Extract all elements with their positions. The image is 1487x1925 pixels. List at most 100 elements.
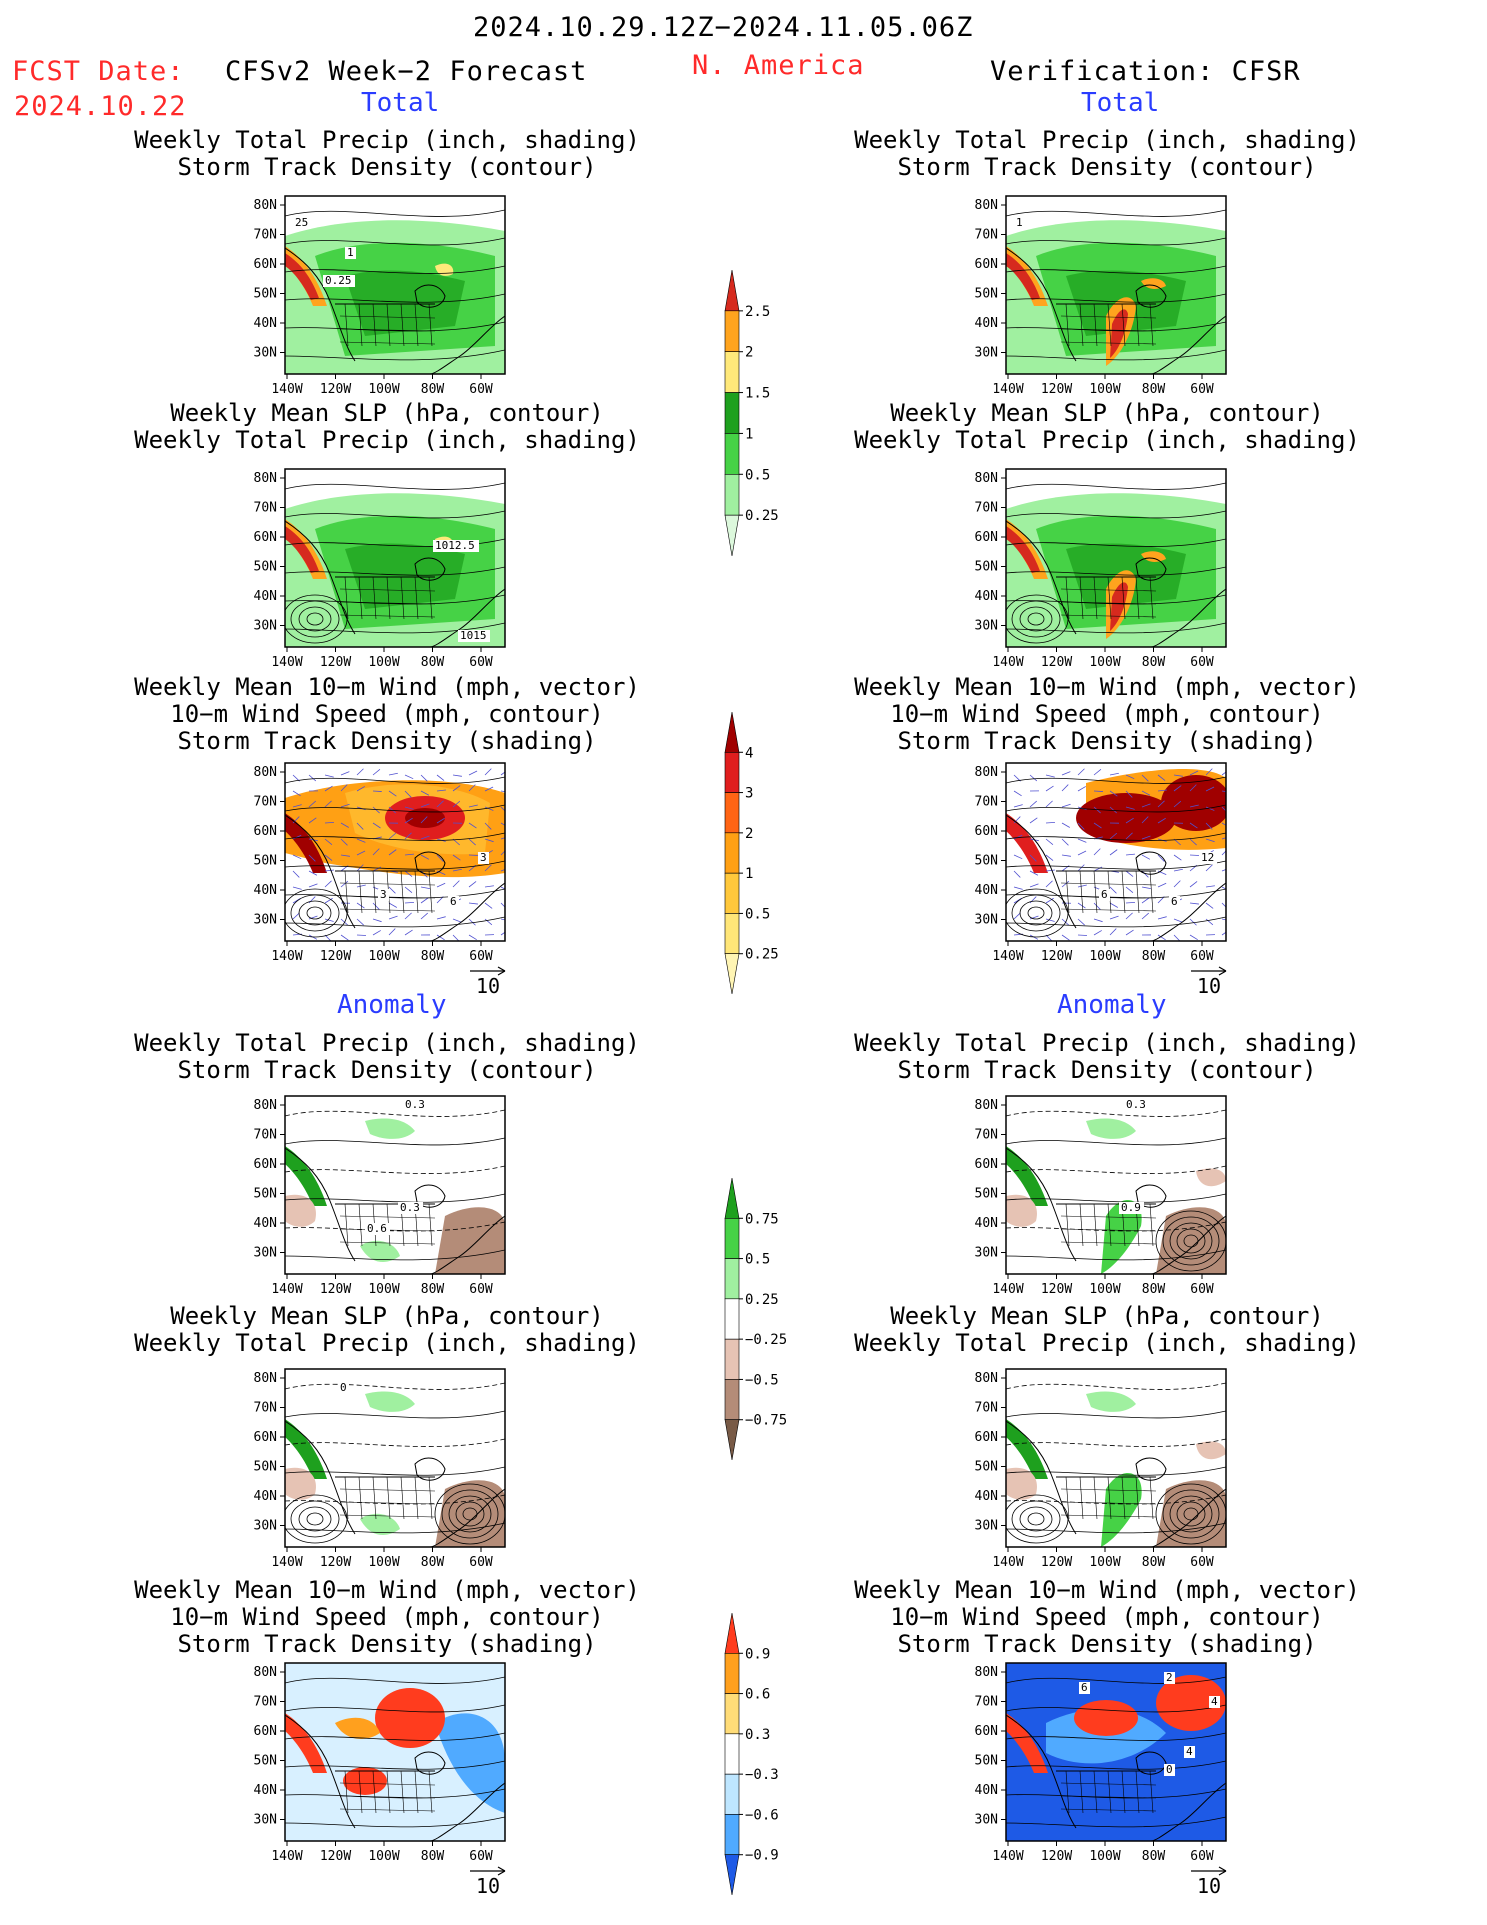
- contour-line: [285, 860, 505, 870]
- colorbar-segment: [724, 1217, 740, 1259]
- lon-tick-label: 100W: [1089, 1849, 1120, 1864]
- map-frame: [1005, 1368, 1227, 1548]
- lon-tick-label: 60W: [469, 1555, 493, 1570]
- lat-tick-label: 60N: [975, 1724, 998, 1739]
- hudson-bay: [1135, 851, 1167, 875]
- wind-vector: [1173, 800, 1182, 808]
- contour-line: [1006, 1466, 1226, 1476]
- precip-anom-negative: [1156, 1207, 1226, 1274]
- contour-line: [1006, 349, 1226, 361]
- contour-line: [285, 1732, 505, 1741]
- wind-vector: [420, 816, 428, 824]
- storm-anom-positive: [1006, 1713, 1048, 1773]
- reference-vector-label: 10: [1197, 974, 1221, 998]
- pressure-contour: [306, 906, 324, 920]
- wind-vector: [292, 854, 302, 860]
- hudson-bay: [1135, 1751, 1167, 1775]
- wind-vector: [1125, 901, 1136, 904]
- wind-vector: [340, 803, 350, 808]
- lon-tick-label: 80W: [421, 655, 445, 670]
- wind-vector: [372, 790, 383, 792]
- contour-line: [285, 1410, 505, 1419]
- contour-label-bg: [458, 630, 490, 642]
- wind-vector: [1221, 850, 1226, 856]
- contour-line: [1006, 1732, 1226, 1741]
- wind-vector: [484, 918, 493, 926]
- state-border: [339, 341, 436, 345]
- map-panel-slp-obs: 80N 70N 60N 50N 40N 30N 140W 120W 100W 80W 60W: [975, 468, 1227, 670]
- pressure-contour: [298, 1506, 332, 1532]
- wind-vector: [1189, 934, 1198, 941]
- precip-anom-negative: [435, 1207, 505, 1274]
- title-precip-storm-total-obs: Weekly Total Precip (inch, shading) Storm…: [854, 126, 1360, 181]
- contour-label: 0.3: [400, 1201, 420, 1214]
- contour-label: 4: [1186, 1745, 1193, 1758]
- wind-vector: [500, 918, 505, 921]
- wind-vector: [420, 790, 430, 796]
- colorbar-segment: [724, 913, 740, 955]
- wind-vector: [372, 902, 380, 910]
- lon-tick-label: 140W: [271, 1555, 302, 1570]
- precip-shading: [345, 543, 465, 609]
- wind-vector: [1157, 800, 1165, 808]
- lat-tick-label: 50N: [254, 287, 277, 302]
- wind-vector: [484, 822, 492, 830]
- wind-vector: [1205, 885, 1215, 888]
- lon-tick-label: 80W: [421, 1849, 445, 1864]
- colorbar-label: 1: [745, 866, 753, 882]
- wind-vector: [1077, 902, 1086, 909]
- contour-line: [1006, 237, 1226, 246]
- wind-vector: [1109, 902, 1119, 908]
- state-border: [1093, 576, 1098, 620]
- pressure-contour: [1019, 1506, 1053, 1532]
- contour-line: [285, 1249, 505, 1261]
- contour-line: [285, 510, 505, 519]
- lon-tick-label: 140W: [992, 1282, 1023, 1297]
- map-frame: [284, 1095, 506, 1275]
- precip-anom-positive: [365, 1118, 415, 1139]
- coastline: [285, 520, 356, 635]
- contour-line: [285, 594, 505, 605]
- contour-line: [285, 1760, 505, 1770]
- state-border: [339, 1215, 436, 1219]
- wind-vector: [388, 790, 397, 797]
- lat-tick-label: 60N: [254, 1157, 277, 1172]
- lon-tick-label: 120W: [320, 949, 351, 964]
- wind-vector: [340, 934, 349, 941]
- contour-line: [285, 1193, 505, 1203]
- state-border: [339, 1782, 436, 1786]
- wind-vector: [1045, 897, 1054, 904]
- lon-tick-label: 100W: [368, 949, 399, 964]
- state-border: [372, 1770, 377, 1814]
- wind-vector: [436, 817, 445, 824]
- coastline: [429, 1782, 505, 1841]
- lat-tick-label: 70N: [254, 795, 277, 810]
- state-border: [1065, 1203, 1070, 1247]
- precip-anom-negative: [285, 1467, 316, 1500]
- pressure-contour: [306, 612, 324, 626]
- colorbar-segment: [724, 514, 740, 557]
- colorbar-label: 0.5: [745, 906, 770, 922]
- wind-vector: [1189, 804, 1199, 808]
- lon-tick-label: 80W: [421, 949, 445, 964]
- wind-vector: [372, 822, 381, 829]
- wind-vector: [292, 912, 300, 920]
- colorbar-label: 0.5: [745, 467, 770, 483]
- contour-line: [1006, 804, 1226, 813]
- contour-label-bg: [1184, 1746, 1195, 1758]
- lon-tick-label: 120W: [1041, 1282, 1072, 1297]
- lat-tick-label: 60N: [975, 824, 998, 839]
- contour-label: 0: [340, 1381, 347, 1394]
- state-border: [339, 1795, 436, 1799]
- colorbar-segment: [724, 711, 740, 753]
- pressure-contour: [1162, 1216, 1220, 1266]
- contour-line: [1006, 1137, 1226, 1146]
- wind-vector: [1061, 822, 1070, 828]
- wind-vector: [1013, 870, 1021, 878]
- wind-vector: [1125, 774, 1135, 780]
- lat-tick-label: 50N: [254, 1754, 277, 1769]
- coastline: [1006, 247, 1077, 362]
- contour-line: [1006, 1704, 1226, 1713]
- wind-vector: [292, 834, 302, 840]
- pressure-contour: [290, 1500, 340, 1538]
